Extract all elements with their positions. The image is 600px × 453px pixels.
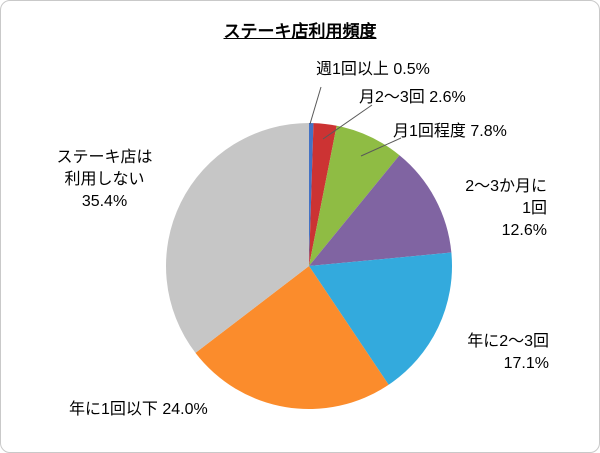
pie-slice-4 [309, 252, 453, 385]
pie-slice-5 [195, 266, 389, 410]
leader-line-monthly23 [322, 104, 373, 140]
slice-label-yearly-1-or-less: 年に1回以下 24.0% [69, 401, 208, 418]
slice-label-monthly-2-3: 月2～3回 2.6% [359, 89, 466, 106]
slice-label-monthly-1: 月1回程度 7.8% [393, 123, 507, 140]
slice-label-never-use: ステーキ店は 利用しない 35.4% [56, 149, 153, 210]
slice-label-yearly-2-3: 年に2～3回 17.1% [467, 333, 549, 372]
slice-label-weekly: 週1回以上 0.5% [316, 61, 430, 78]
leader-line-monthly1 [360, 137, 402, 157]
pie-slice-2 [309, 125, 400, 266]
pie-slice-1 [309, 123, 337, 266]
pie-slice-6 [166, 123, 309, 353]
pie-slice-0 [309, 123, 314, 266]
pie-slice-3 [309, 155, 452, 266]
slice-label-per-2-3-months: 2～3か月に 1回 12.6% [465, 178, 547, 239]
chart-title: ステーキ店利用頻度 [223, 22, 377, 41]
pie-slices-group [166, 123, 453, 410]
leader-line-weekly [309, 86, 322, 125]
